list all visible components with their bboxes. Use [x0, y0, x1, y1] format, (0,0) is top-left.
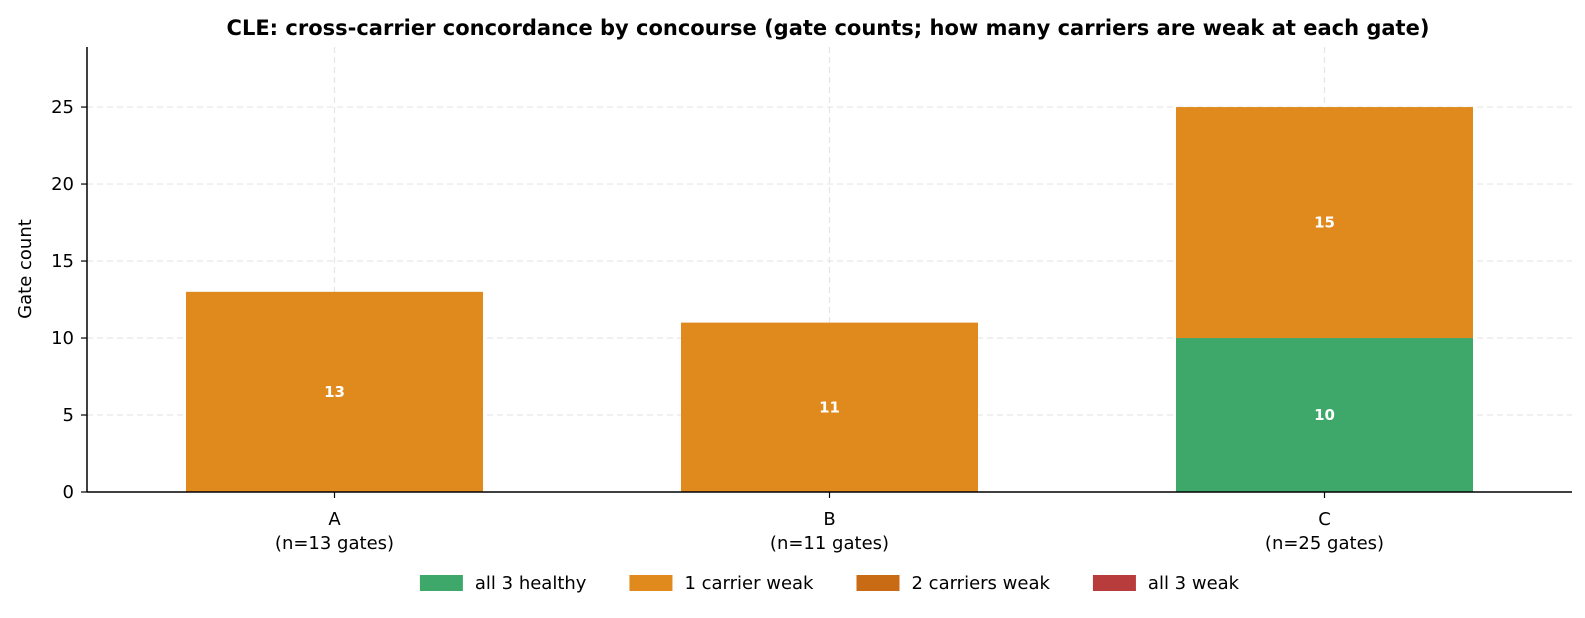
chart-title: CLE: cross-carrier concordance by concou… [227, 16, 1430, 40]
legend-swatch [1092, 575, 1136, 591]
legend: all 3 healthy 1 carrier weak 2 carriers we… [419, 573, 1240, 594]
y-tick-label: 20 [51, 174, 74, 195]
y-tick-label: 10 [51, 328, 74, 349]
bar-segment [1176, 107, 1473, 339]
x-tick-label: A [328, 509, 341, 530]
legend-label: all 3 healthy [475, 573, 587, 594]
ticks: 0 5 10 15 20 25 A (n=13 gates) B (n=11 gates) C (n=… [51, 97, 1384, 554]
legend-label: all 3 weak [1148, 573, 1240, 594]
legend-swatch [629, 575, 673, 591]
bar-value-label: 11 [819, 398, 840, 416]
bar-value-label: 10 [1314, 406, 1335, 424]
bar-segment [1176, 338, 1473, 492]
x-tick-sublabel: (n=11 gates) [770, 533, 889, 554]
bar-value-label: 13 [324, 383, 345, 401]
legend-label: 1 carrier weak [684, 573, 814, 594]
bar-segment [186, 291, 483, 492]
legend-swatch [856, 575, 900, 591]
x-tick-label: C [1318, 509, 1331, 530]
x-tick-sublabel: (n=13 gates) [275, 533, 394, 554]
y-tick-label: 25 [51, 97, 74, 118]
y-tick-label: 15 [51, 251, 74, 272]
legend-label: 2 carriers weak [912, 573, 1051, 594]
y-axis-title: Gate count [15, 219, 36, 319]
x-tick-sublabel: (n=25 gates) [1265, 533, 1384, 554]
bar-segment [681, 322, 978, 492]
x-tick-label: B [823, 509, 835, 530]
legend-swatch [419, 575, 463, 591]
y-tick-label: 0 [63, 482, 74, 503]
bar-value-label: 15 [1314, 214, 1335, 232]
bars: 13 11 10 15 [186, 107, 1473, 492]
y-tick-label: 5 [63, 405, 74, 426]
